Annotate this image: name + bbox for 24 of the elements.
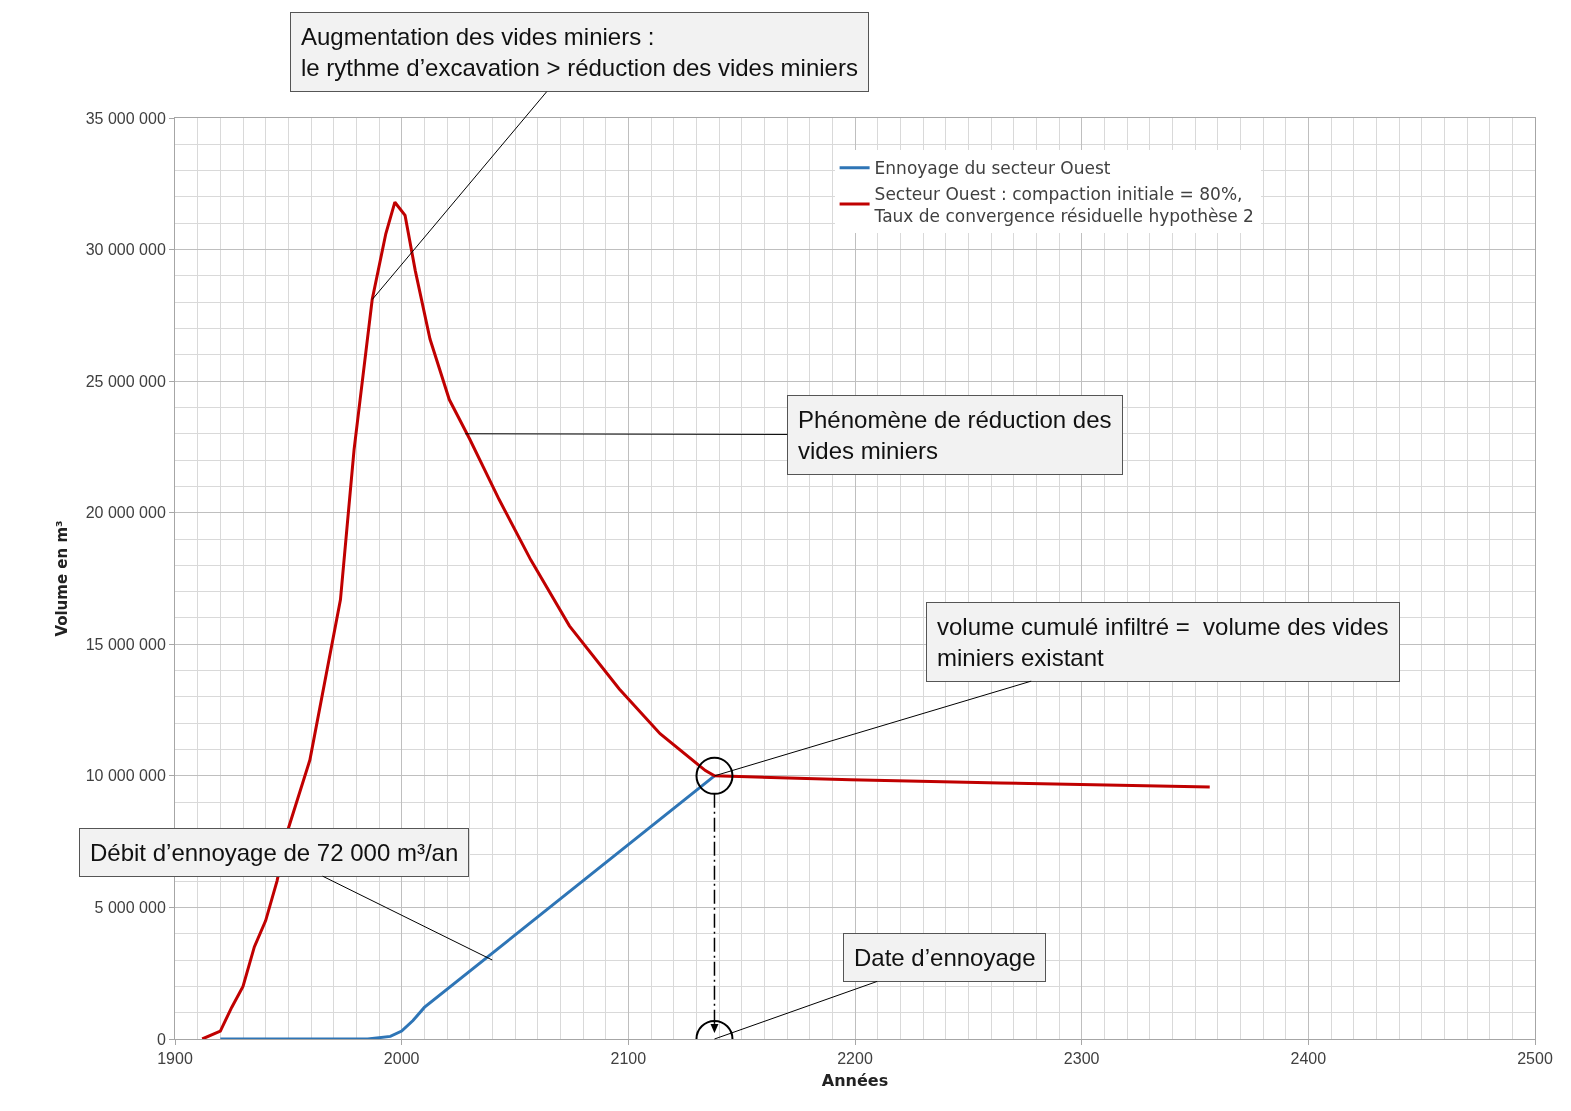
legend-label: Secteur Ouest : compaction initiale = 80%, Taux de convergence résiduelle hypothèse 2 (873, 183, 1254, 226)
y-tick-label: 35 000 000 (85, 109, 166, 127)
x-axis-title: Années (821, 1070, 889, 1090)
y-axis-title: Volume en m³ (52, 520, 71, 637)
y-tick-label: 20 000 000 (85, 504, 166, 522)
x-tick-label: 2500 (1517, 1050, 1553, 1068)
x-tick-label: 2000 (383, 1050, 420, 1068)
y-tick-label: 15 000 000 (85, 635, 166, 653)
annotation: Débit d’ennoyage de 72 000 m³/an (90, 839, 459, 866)
x-tick-label: 2200 (837, 1050, 873, 1068)
annotation: Augmentation des vides miniers : le rythme d’excavation > réduction des vides miniers (301, 23, 858, 82)
y-tick-label: 10 000 000 (85, 767, 166, 785)
y-tick-label: 0 (156, 1030, 166, 1048)
x-tick-label: 2300 (1063, 1050, 1100, 1068)
legend-label: Ennoyage du secteur Ouest (874, 158, 1111, 179)
x-tick-label: 2100 (610, 1050, 647, 1068)
annotation: Date d’ennoyage (854, 944, 1036, 971)
annotation: Phénomène de réduction des vides miniers (798, 406, 1112, 465)
y-tick-label: 30 000 000 (85, 241, 166, 259)
x-tick-label: 1900 (157, 1050, 193, 1068)
x-tick-label: 2400 (1290, 1050, 1327, 1068)
y-tick-label: 5 000 000 (94, 899, 166, 917)
y-tick-label: 25 000 000 (85, 372, 166, 390)
annotation: volume cumulé infiltré = volume des vides miniers existant (937, 613, 1389, 672)
